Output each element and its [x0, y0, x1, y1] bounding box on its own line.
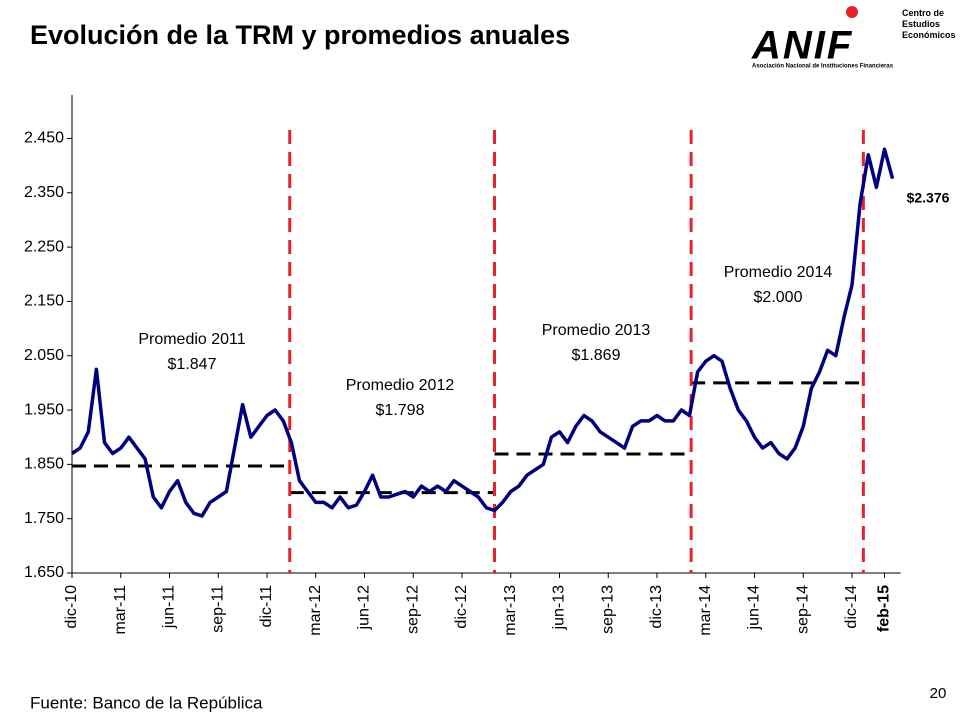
y-tick-label: 2.350	[24, 184, 64, 201]
x-tick-label: sep-11	[209, 585, 226, 633]
average-value: $1.847	[168, 356, 217, 373]
x-tick-label: dic-14	[843, 585, 860, 629]
x-tick-label: mar-14	[697, 585, 714, 636]
logo-full-name: Asociación Nacional de Instituciones Fin…	[752, 64, 894, 70]
series-line	[71, 147, 895, 518]
chart-title: Evolución de la TRM y promedios anuales	[30, 20, 570, 50]
logo-unit: Centro de Estudios Económicos	[902, 8, 956, 40]
y-tick-label: 1.750	[24, 510, 64, 527]
x-tick-label: sep-12	[404, 585, 421, 634]
last-value-label: $2.376	[907, 190, 950, 206]
x-tick-label: sep-14	[794, 585, 811, 634]
x-tick-label: jun-11	[161, 585, 178, 629]
logo: ANIF Centro de Estudios Económicos Asoci…	[751, 6, 956, 70]
average-value: $1.798	[376, 402, 425, 419]
logo-unit-box: Centro de Estudios Económicos	[902, 8, 956, 40]
average-value: $1.869	[572, 347, 621, 364]
average-label: Promedio 2012	[346, 377, 455, 394]
logo-name: ANIF	[751, 24, 853, 68]
y-tick-label: 1.950	[24, 401, 64, 418]
x-tick-label: dic-10	[63, 585, 80, 629]
x-tick-label: dic-12	[453, 585, 470, 629]
x-tick-label: jun-14	[746, 585, 763, 631]
page-number: 20	[930, 685, 947, 702]
x-tick-label: dic-11	[258, 585, 275, 627]
y-tick-label: 1.650	[24, 564, 64, 581]
x-tick-label: mar-13	[502, 585, 519, 636]
average-label: Promedio 2011	[138, 331, 245, 348]
y-tick-label: 2.250	[24, 238, 64, 255]
logo-dot	[846, 6, 858, 18]
y-tick-label: 2.150	[24, 293, 64, 310]
y-tick-label: 1.850	[24, 456, 64, 473]
x-tick-label: dic-13	[648, 585, 665, 629]
x-tick-label: mar-12	[307, 585, 324, 636]
y-tick-label: 2.050	[24, 347, 64, 364]
y-tick-label: 2.450	[24, 130, 64, 147]
x-tick-label: mar-11	[112, 585, 129, 635]
x-tick-label: sep-13	[599, 585, 616, 634]
x-tick-label: jun-13	[551, 585, 568, 631]
source: Fuente: Banco de la República	[30, 693, 263, 712]
x-tick-label: feb-15	[876, 585, 893, 632]
average-label: Promedio 2014	[724, 264, 833, 281]
average-value: $2.000	[754, 289, 803, 306]
average-label: Promedio 2013	[542, 322, 651, 339]
x-tick-label: jun-12	[356, 585, 373, 631]
